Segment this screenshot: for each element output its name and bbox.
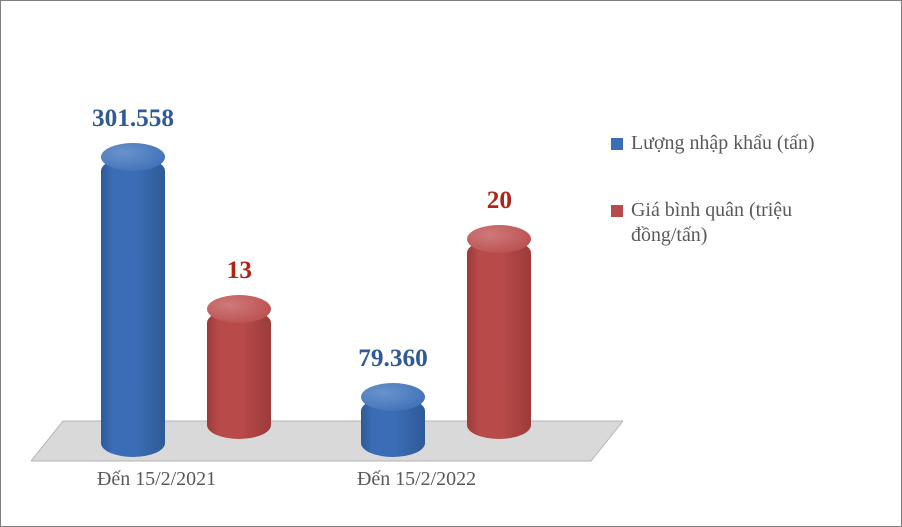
- x-axis-category-0: Đến 15/2/2021: [97, 468, 216, 491]
- plot-area: 301.558 13 79.360 20 Đến 15/2/2021 Đến 15/2…: [31, 31, 591, 501]
- legend: Lượng nhập khẩu (tấn) Giá bình quân (tri…: [611, 131, 881, 290]
- legend-label-0: Lượng nhập khẩu (tấn): [631, 131, 815, 156]
- bar-cylinder: 301.558: [101, 143, 165, 457]
- x-axis-category-1: Đến 15/2/2022: [357, 468, 476, 491]
- legend-item-0: Lượng nhập khẩu (tấn): [611, 131, 881, 156]
- legend-label-1: Giá bình quân (triệu đồng/tấn): [631, 198, 861, 248]
- legend-item-1: Giá bình quân (triệu đồng/tấn): [611, 198, 881, 248]
- bar-value-label: 301.558: [92, 104, 174, 133]
- bar-cylinder: 79.360: [361, 383, 425, 457]
- legend-swatch-0: [611, 138, 623, 150]
- bar-value-label: 20: [487, 186, 512, 215]
- bar-value-label: 13: [227, 256, 252, 285]
- bar-cylinder: 13: [207, 295, 271, 439]
- bar-value-label: 79.360: [358, 344, 427, 373]
- chart-frame: 301.558 13 79.360 20 Đến 15/2/2021 Đến 15/2…: [0, 0, 902, 527]
- bar-cylinder: 20: [467, 225, 531, 439]
- legend-swatch-1: [611, 205, 623, 217]
